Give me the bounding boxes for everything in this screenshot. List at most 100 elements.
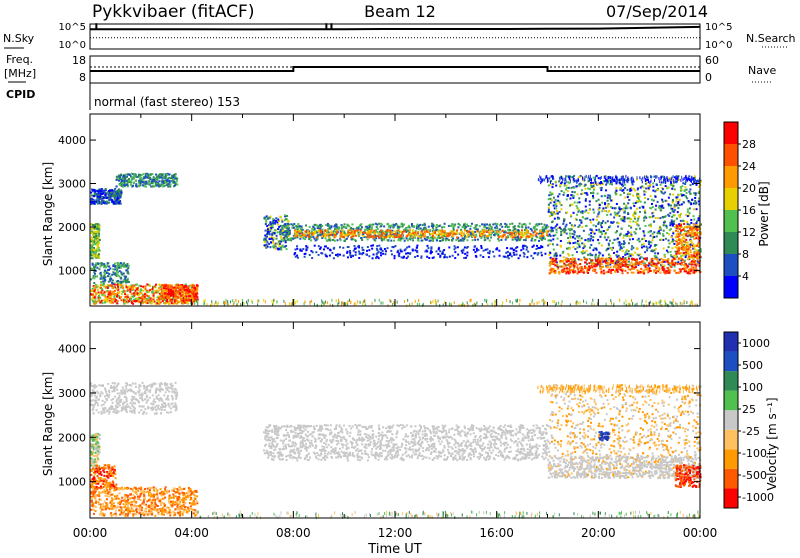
- scatter-cell: [578, 243, 580, 245]
- scatter-cell: [472, 239, 474, 241]
- scatter-cell: [572, 246, 574, 248]
- scatter-cell: [308, 236, 310, 238]
- scatter-cell: [108, 199, 110, 201]
- scatter-cell: [120, 284, 122, 286]
- scatter-cell: [672, 232, 674, 234]
- scatter-cell: [537, 302, 538, 305]
- scatter-cell: [501, 235, 503, 237]
- scatter-cell: [101, 264, 103, 266]
- scatter-cell: [601, 202, 603, 204]
- scatter-cell: [412, 250, 414, 252]
- scatter-cell: [660, 184, 662, 186]
- scatter-cell: [534, 226, 536, 228]
- scatter-cell: [309, 254, 311, 256]
- scatter-cell: [562, 300, 563, 303]
- scatter-cell: [559, 227, 561, 229]
- scatter-cell: [193, 287, 195, 289]
- scatter-cell: [513, 236, 515, 238]
- scatter-cell: [613, 302, 614, 305]
- scatter-cell: [682, 182, 684, 184]
- scatter-cell: [627, 207, 629, 209]
- scatter-cell: [444, 223, 446, 225]
- scatter-cell: [515, 250, 517, 252]
- scatter-cell: [620, 194, 622, 196]
- scatter-cell: [114, 263, 116, 265]
- scatter-cell: [297, 257, 299, 259]
- scatter-cell: [555, 200, 557, 202]
- scatter-cell: [647, 185, 649, 187]
- scatter-cell: [623, 246, 625, 248]
- scatter-cell: [674, 209, 676, 211]
- scatter-cell: [120, 262, 122, 264]
- scatter-cell: [167, 297, 169, 299]
- scatter-cell: [264, 234, 266, 236]
- scatter-cell: [650, 241, 652, 243]
- scatter-cell: [555, 185, 557, 187]
- scatter-cell: [569, 222, 571, 224]
- scatter-cell: [368, 255, 370, 257]
- scatter-cell: [93, 195, 95, 197]
- scatter-cell: [371, 248, 373, 250]
- scatter-cell: [123, 273, 125, 275]
- scatter-cell: [606, 214, 608, 216]
- scatter-cell: [376, 248, 378, 250]
- scatter-cell: [403, 256, 405, 258]
- scatter-cell: [351, 223, 353, 225]
- scatter-cell: [563, 192, 565, 194]
- scatter-cell: [534, 303, 535, 306]
- scatter-cell: [596, 175, 598, 177]
- scatter-cell: [142, 290, 144, 292]
- scatter-cell: [315, 239, 317, 241]
- scatter-cell: [629, 238, 631, 240]
- scatter-cell: [277, 243, 279, 245]
- scatter-cell: [548, 177, 550, 179]
- scatter-cell: [560, 231, 562, 233]
- scatter-cell: [100, 278, 102, 280]
- scatter-cell: [343, 234, 345, 236]
- scatter-cell: [572, 254, 574, 256]
- scatter-cell: [133, 285, 135, 287]
- scatter-cell: [404, 300, 405, 303]
- scatter-cell: [311, 228, 313, 230]
- scatter-cell: [659, 217, 661, 219]
- scatter-cell: [684, 186, 686, 188]
- scatter-cell: [675, 196, 677, 198]
- scatter-cell: [623, 203, 625, 205]
- scatter-cell: [551, 214, 553, 216]
- scatter-cell: [598, 221, 600, 223]
- scatter-cell: [301, 226, 303, 228]
- scatter-cell: [383, 225, 385, 227]
- scatter-cell: [176, 290, 178, 292]
- scatter-cell: [131, 288, 133, 290]
- scatter-cell: [476, 248, 478, 250]
- scatter-cell: [273, 299, 274, 302]
- scatter-cell: [167, 179, 169, 181]
- scatter-cell: [193, 291, 195, 293]
- scatter-cell: [578, 210, 580, 212]
- scatter-cell: [622, 209, 624, 211]
- scatter-cell: [687, 223, 689, 225]
- scatter-cell: [374, 232, 376, 234]
- scatter-cell: [152, 300, 154, 302]
- scatter-cell: [527, 226, 529, 228]
- scatter-cell: [688, 191, 690, 193]
- scatter-cell: [477, 230, 479, 232]
- scatter-cell: [548, 211, 550, 213]
- scatter-cell: [588, 234, 590, 236]
- scatter-cell: [100, 193, 102, 195]
- scatter-cell: [97, 246, 99, 248]
- scatter-cell: [560, 240, 562, 242]
- scatter-cell: [641, 256, 643, 258]
- scatter-cell: [91, 250, 93, 252]
- scatter-cell: [116, 176, 118, 178]
- scatter-cell: [404, 231, 406, 233]
- scatter-cell: [176, 180, 178, 182]
- scatter-cell: [373, 230, 375, 232]
- scatter-cell: [581, 242, 583, 244]
- scatter-cell: [136, 186, 138, 188]
- cpid-text: normal (fast stereo) 153: [94, 95, 240, 109]
- scatter-cell: [432, 233, 434, 235]
- scatter-cell: [404, 240, 406, 242]
- scatter-cell: [442, 250, 444, 252]
- scatter-cell: [598, 229, 600, 231]
